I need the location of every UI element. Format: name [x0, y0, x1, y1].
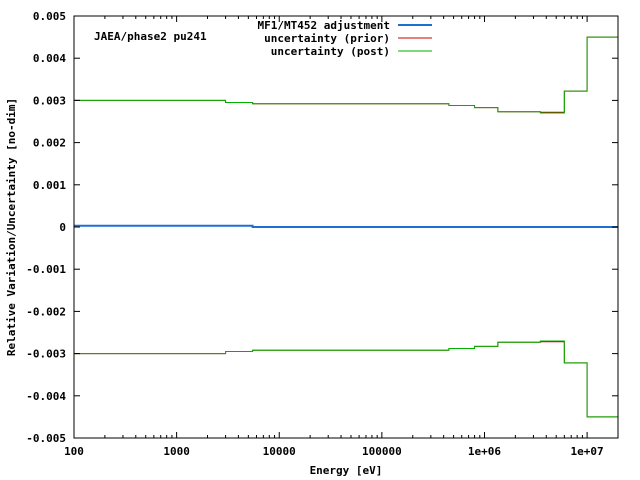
y-tick-label: 0.001 — [33, 179, 66, 192]
series-mf1-mt452-adjustment — [74, 224, 618, 228]
y-tick-label: -0.002 — [26, 305, 66, 318]
legend-label: uncertainty (post) — [271, 45, 390, 58]
x-tick-label: 1000 — [163, 445, 190, 458]
y-axis-label: Relative Variation/Uncertainty [no-dim] — [5, 98, 18, 356]
axis-ticks — [73, 15, 619, 439]
y-tick-label: -0.001 — [26, 263, 66, 276]
y-tick-label: -0.005 — [26, 432, 66, 445]
legend-label: uncertainty (prior) — [264, 32, 390, 45]
y-tick-label: 0.004 — [33, 52, 66, 65]
tick-labels: 0.005 0.004 0.003 0.002 0.001 0 -0.001 -0.002 -0… — [26, 10, 603, 458]
x-tick-label: 1e+07 — [571, 445, 604, 458]
y-tick-label: 0.002 — [33, 137, 66, 150]
x-tick-label: 100000 — [362, 445, 402, 458]
legend-label: MF1/MT452 adjustment — [258, 19, 390, 32]
x-tick-label: 100 — [64, 445, 84, 458]
y-tick-label: 0.003 — [33, 94, 66, 107]
annotation-text: JAEA/phase2 pu241 — [94, 30, 207, 43]
y-tick-label: -0.004 — [26, 390, 66, 403]
x-axis-label: Energy [eV] — [310, 464, 383, 477]
series-uncertainty-prior-negative — [74, 341, 618, 418]
plot-lines — [74, 36, 618, 418]
y-tick-label: 0.005 — [33, 10, 66, 23]
x-tick-label: 10000 — [263, 445, 296, 458]
x-tick-label: 1e+06 — [468, 445, 501, 458]
series-uncertainty-post — [74, 36, 618, 114]
y-tick-label: 0 — [59, 221, 66, 234]
y-tick-label: -0.003 — [26, 348, 66, 361]
series-uncertainty-post-negative — [74, 340, 618, 418]
